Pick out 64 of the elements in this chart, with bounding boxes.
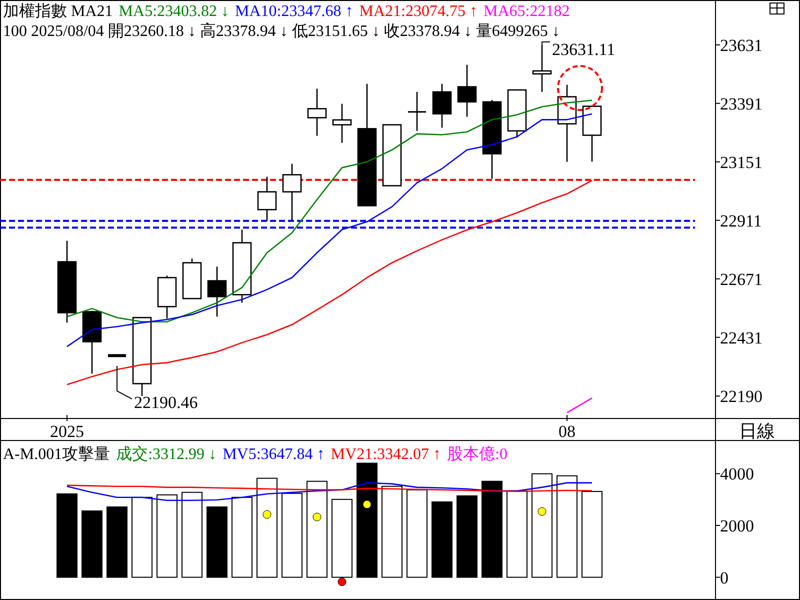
chart-title: A-M.001攻擊量 xyxy=(3,445,110,463)
bar xyxy=(582,490,602,578)
y-tick-label: 4000 xyxy=(720,464,754,484)
y-tick-label: 23391 xyxy=(720,94,762,114)
candlestick xyxy=(532,44,552,93)
point xyxy=(338,578,346,586)
y-tick-label: 22431 xyxy=(720,328,762,348)
chart-title: 加權指數 MA21 xyxy=(3,2,113,20)
y-tick-label: 0 xyxy=(720,568,728,588)
text: MA10:23347.68 ↑ xyxy=(235,3,354,20)
series-label: MV21:3342.07 ↑ xyxy=(330,446,442,463)
candlestick xyxy=(207,266,227,318)
text: 日線 xyxy=(739,421,775,441)
candlestick xyxy=(432,83,452,128)
y-tick-label: 23151 xyxy=(720,152,762,172)
bar xyxy=(556,475,578,578)
bar xyxy=(282,492,302,578)
bar xyxy=(356,462,378,578)
bar xyxy=(206,506,228,578)
annotation: 23631.11 xyxy=(552,40,616,59)
text: MA21:23074.75 ↑ xyxy=(359,3,478,20)
x-tick-label: 2025 xyxy=(50,422,84,441)
y-tick-label: 22671 xyxy=(720,270,762,289)
y-tick-label: 22190 xyxy=(720,387,762,406)
bar xyxy=(482,480,502,578)
candlestick xyxy=(282,163,302,222)
candlestick xyxy=(307,88,327,136)
bar xyxy=(506,490,528,578)
bar xyxy=(256,478,278,578)
bar xyxy=(156,494,178,578)
y-tick-label: 22911 xyxy=(720,211,762,230)
bar xyxy=(382,486,402,578)
bar xyxy=(532,473,552,578)
x-tick-label: 08 xyxy=(558,422,576,441)
annotation: 股本億:0 xyxy=(447,445,508,463)
text: 100 2025/08/04 開23260.18 ↓ 高23378.94 ↓ 低23151.65 ↓ 收23378.94 ↓ 量6499265 ↓ xyxy=(3,22,560,40)
candlestick xyxy=(332,103,352,144)
bar xyxy=(182,492,202,578)
point xyxy=(538,507,546,516)
line-series xyxy=(66,100,593,322)
bar xyxy=(106,506,128,578)
bar xyxy=(132,496,152,578)
bar xyxy=(82,510,102,578)
line-series xyxy=(66,484,593,492)
candlestick xyxy=(407,91,427,132)
point xyxy=(262,510,272,519)
bar xyxy=(232,496,252,578)
point xyxy=(312,512,322,522)
text: MA5:23403.82 ↓ xyxy=(118,3,230,20)
candlestick xyxy=(257,176,277,222)
series-label: MV5:3647.84 ↑ xyxy=(222,446,325,463)
bar xyxy=(56,493,78,578)
bar xyxy=(306,480,328,578)
text: MA65:22182 xyxy=(483,3,570,20)
y-tick-label: 23631 xyxy=(720,36,762,55)
bar xyxy=(456,495,478,578)
y-tick-label: 2000 xyxy=(720,516,754,536)
chart-subtitle: 成交:3312.99 ↓ xyxy=(116,445,217,463)
bar xyxy=(406,489,428,578)
candlestick xyxy=(457,64,477,118)
point xyxy=(362,500,372,509)
bar xyxy=(432,501,452,578)
line-series xyxy=(66,482,593,502)
annotation: 22190.46 xyxy=(134,392,198,412)
